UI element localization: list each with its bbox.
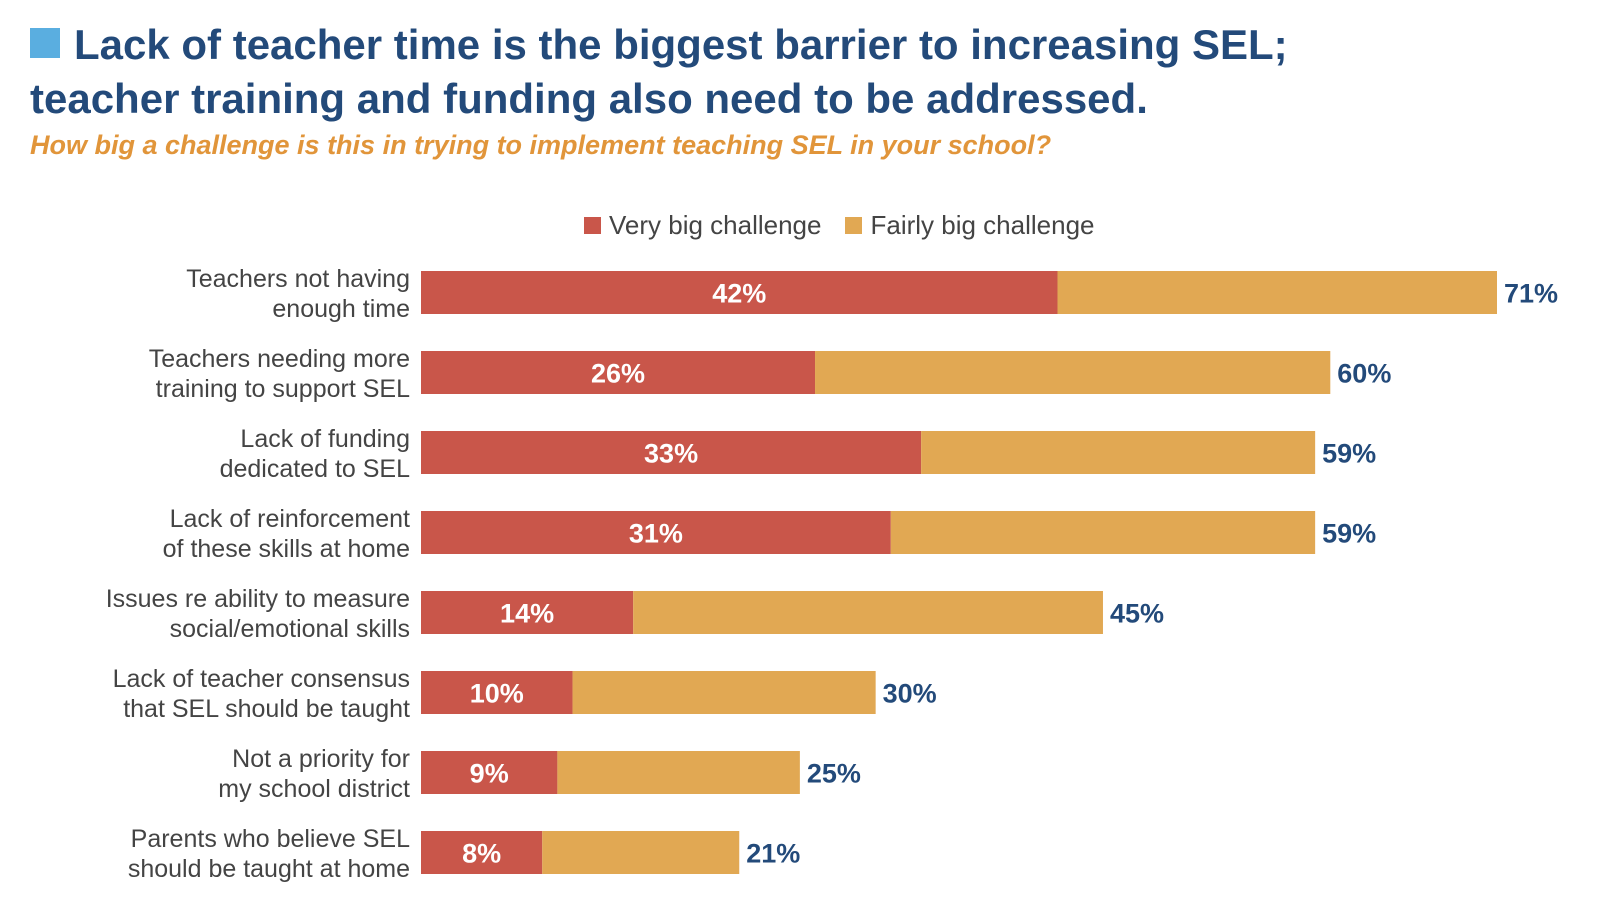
bar-fairly-big <box>633 591 1103 634</box>
bar-very-big <box>421 671 573 714</box>
very-big-value-label: 14% <box>500 599 554 629</box>
bar-very-big <box>421 431 922 474</box>
category-label: Parents who believe SEL should be taught… <box>127 825 410 883</box>
bar-fairly-big <box>921 431 1316 474</box>
category-label: Lack of reinforcement of these skills at… <box>162 505 410 563</box>
bar-fairly-big <box>542 831 740 874</box>
legend-swatch-fairly-big <box>845 216 863 234</box>
legend-item-fairly-big: Fairly big challenge <box>845 209 1095 241</box>
total-value-label: 45% <box>1110 599 1164 629</box>
title-accent-square <box>30 28 60 58</box>
bar-fairly-big <box>890 511 1316 554</box>
very-big-value-label: 42% <box>712 279 766 309</box>
legend-label-very-big: Very big challenge <box>609 209 822 240</box>
bar-very-big <box>421 751 558 794</box>
bar-fairly-big <box>1057 271 1497 314</box>
total-value-label: 59% <box>1322 439 1376 469</box>
very-big-value-label: 33% <box>644 439 698 469</box>
category-label: Issues re ability to measure social/emot… <box>105 585 410 643</box>
very-big-value-label: 9% <box>470 759 509 789</box>
title-line-2: teacher training and funding also need t… <box>30 75 1148 122</box>
very-big-value-label: 31% <box>629 519 683 549</box>
chart-question: How big a challenge is this in trying to… <box>30 130 1052 160</box>
bar-fairly-big <box>557 751 800 794</box>
category-label: Not a priority for my school district <box>218 745 410 803</box>
category-label: Teachers not having enough time <box>186 265 410 323</box>
total-value-label: 60% <box>1337 359 1391 389</box>
very-big-value-label: 8% <box>462 839 501 869</box>
bar-fairly-big <box>815 351 1331 394</box>
bar-very-big <box>421 351 816 394</box>
very-big-value-label: 26% <box>591 359 645 389</box>
category-label: Lack of funding dedicated to SEL <box>219 425 410 483</box>
bar-very-big <box>421 591 634 634</box>
legend-item-very-big: Very big challenge <box>584 210 821 241</box>
legend-label-fairly-big: Fairly big challenge <box>870 209 1095 240</box>
title-line-1: Lack of teacher time is the biggest barr… <box>74 21 1288 68</box>
bar-fairly-big <box>572 671 876 714</box>
title-block: Lack of teacher time is the biggest barr… <box>30 18 1570 126</box>
total-value-label: 71% <box>1504 279 1558 309</box>
bar-very-big <box>421 831 543 874</box>
category-label: Lack of teacher consensus that SEL shoul… <box>112 665 410 723</box>
total-value-label: 21% <box>746 839 800 869</box>
bar-very-big <box>421 511 891 554</box>
category-label: Teachers needing more training to suppor… <box>148 345 410 403</box>
page-title: Lack of teacher time is the biggest barr… <box>30 18 1570 126</box>
bar-very-big <box>421 271 1058 314</box>
chart-legend: Very big challenge Fairly big challenge <box>584 210 1119 240</box>
total-value-label: 30% <box>883 679 937 709</box>
total-value-label: 59% <box>1322 519 1376 549</box>
legend-swatch-very-big <box>584 216 601 234</box>
very-big-value-label: 10% <box>470 679 524 709</box>
total-value-label: 25% <box>807 759 861 789</box>
